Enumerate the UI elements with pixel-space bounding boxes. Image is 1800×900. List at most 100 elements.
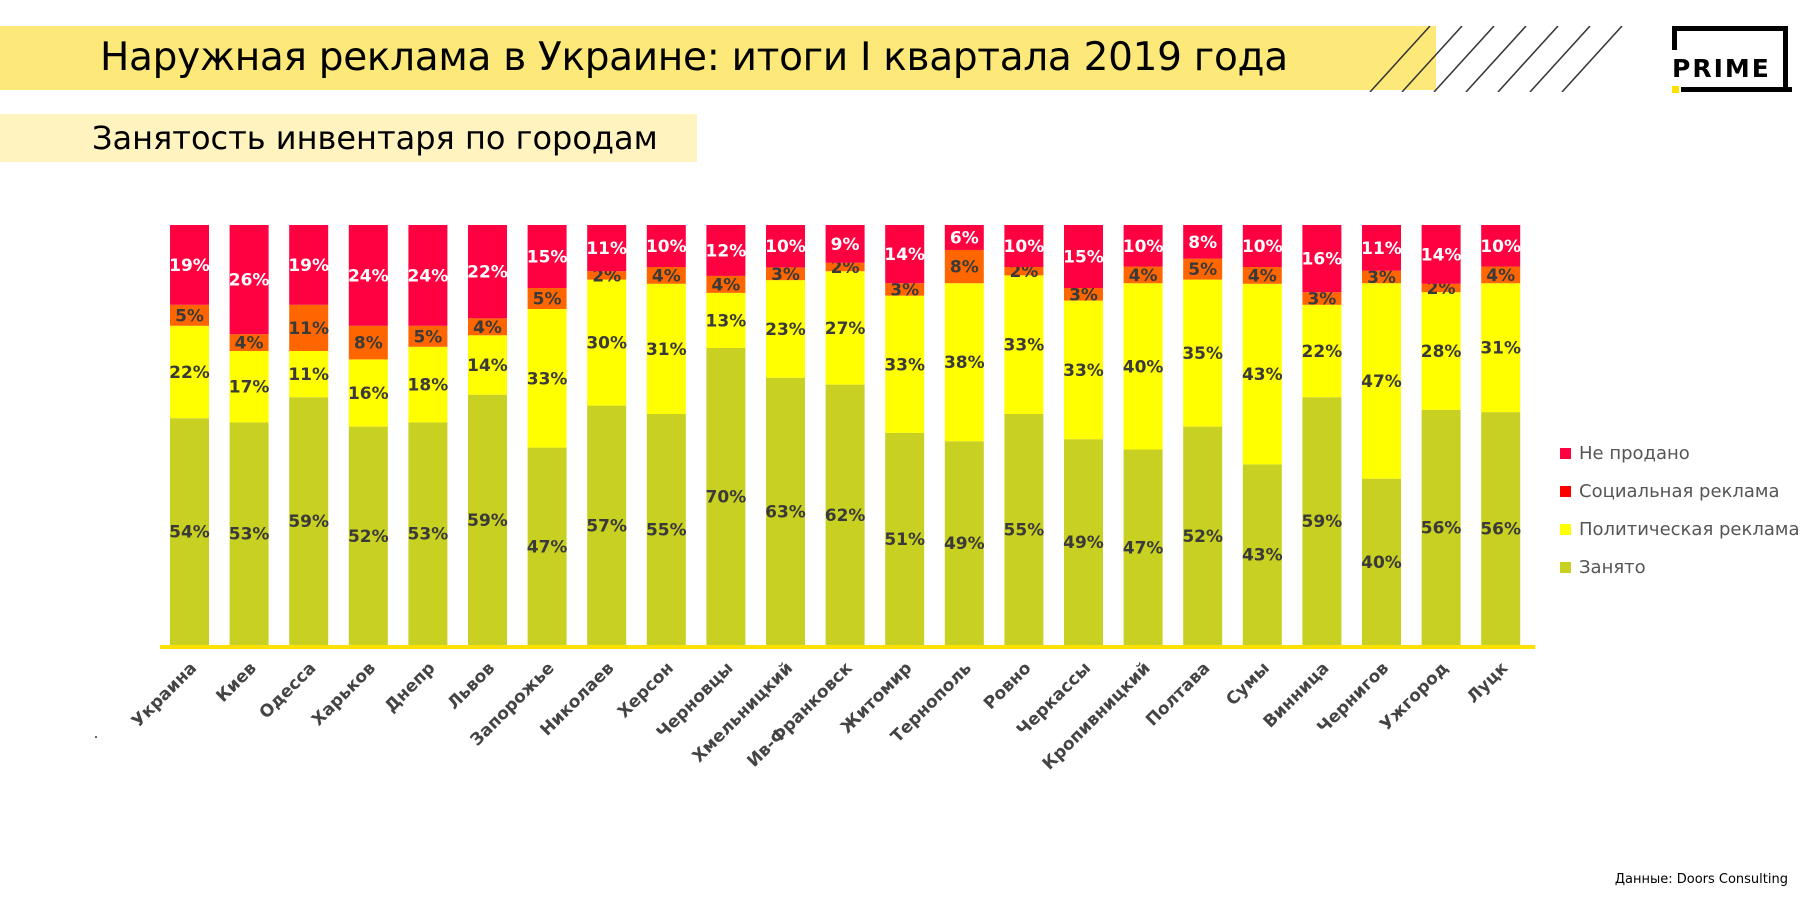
- data-label: 59%: [288, 512, 329, 532]
- bar-segment-political: [1302, 304, 1342, 398]
- bar-segment-political: [885, 295, 925, 433]
- data-label: 27%: [825, 319, 866, 339]
- bar-segment-political: [825, 271, 865, 385]
- data-label: 43%: [1242, 365, 1283, 385]
- data-label: 31%: [646, 340, 687, 360]
- data-label: 56%: [1421, 518, 1462, 538]
- data-label: 4%: [1486, 266, 1515, 286]
- data-label: 30%: [586, 334, 627, 354]
- data-label: 3%: [1367, 268, 1396, 288]
- legend-item-political: Политическая реклама: [1560, 510, 1800, 548]
- data-label: 47%: [1123, 538, 1164, 558]
- prime-logo: PRIME: [1672, 26, 1792, 96]
- bar-segment-social: [587, 271, 627, 280]
- data-label: 5%: [1188, 260, 1217, 280]
- bar-segment-social: [1242, 267, 1282, 284]
- data-label: 9%: [831, 235, 860, 255]
- category-label: Львов: [444, 658, 499, 713]
- data-label: 8%: [950, 258, 979, 278]
- data-label: 11%: [586, 239, 627, 259]
- bar-segment-social: [825, 262, 865, 272]
- bar-segment-not-sold: [289, 225, 329, 305]
- data-label: 10%: [765, 237, 806, 257]
- data-label: 4%: [473, 318, 502, 338]
- bar-segment-not-sold: [587, 225, 627, 272]
- data-label: 4%: [652, 266, 681, 286]
- data-label: 55%: [646, 521, 687, 541]
- bar-segment-occupied: [1421, 409, 1461, 645]
- bar-segment-political: [289, 351, 329, 398]
- legend-swatch-occupied: [1560, 561, 1571, 573]
- data-label: 22%: [1302, 342, 1343, 362]
- data-label: 33%: [1004, 336, 1045, 356]
- data-label: 52%: [1182, 527, 1223, 547]
- legend-label: Политическая реклама: [1579, 518, 1800, 540]
- bar-segment-occupied: [1242, 464, 1282, 645]
- category-label: Сумы: [1222, 658, 1273, 709]
- data-label: 49%: [944, 534, 985, 554]
- bar-segment-political: [1004, 275, 1044, 414]
- bar-segment-occupied: [468, 394, 507, 645]
- data-label: 11%: [288, 365, 329, 385]
- data-label: 10%: [646, 237, 687, 257]
- bar-segment-occupied: [1481, 412, 1521, 645]
- data-label: 3%: [1307, 290, 1336, 310]
- bar-segment-social: [885, 283, 925, 296]
- bar-segment-political: [1064, 300, 1103, 440]
- data-label: 31%: [1480, 339, 1521, 359]
- data-label: 22%: [169, 363, 210, 383]
- bar-segment-occupied: [1064, 439, 1103, 645]
- category-label: Харьков: [308, 658, 380, 730]
- data-label: 12%: [706, 241, 747, 261]
- data-label: 70%: [706, 488, 747, 508]
- hatch-decoration: [1369, 26, 1623, 92]
- data-label: 23%: [765, 320, 806, 340]
- data-label: 49%: [1063, 533, 1104, 553]
- data-label: 2%: [1009, 262, 1038, 282]
- data-label: 52%: [348, 527, 389, 547]
- bar-segment-political: [587, 279, 627, 406]
- bar-segment-not-sold: [348, 225, 388, 326]
- bar-segment-political: [944, 283, 984, 442]
- bar-segment-not-sold: [527, 225, 567, 288]
- bar-segment-not-sold: [706, 225, 746, 276]
- bar-segment-occupied: [706, 348, 746, 645]
- bar-segment-occupied: [1183, 426, 1223, 645]
- data-label: 8%: [1188, 233, 1217, 253]
- data-label: 19%: [169, 256, 210, 276]
- bar-segment-not-sold: [229, 225, 269, 335]
- data-label: 35%: [1182, 344, 1223, 364]
- bar-segment-social: [408, 325, 448, 347]
- category-label: Украина: [128, 658, 201, 731]
- data-label: 38%: [944, 353, 985, 373]
- bar-segment-occupied: [527, 447, 567, 645]
- data-label: 51%: [884, 530, 925, 550]
- bar-segment-occupied: [408, 422, 448, 645]
- data-label: 57%: [586, 516, 627, 536]
- data-label: 3%: [1069, 285, 1098, 305]
- data-label: 11%: [288, 319, 329, 339]
- bar-segment-political: [348, 359, 388, 427]
- legend-label: Социальная реклама: [1579, 480, 1780, 502]
- bar-segment-not-sold: [1242, 225, 1282, 267]
- data-label: 8%: [354, 334, 383, 354]
- bar-segment-social: [1064, 288, 1103, 301]
- data-label: 3%: [771, 265, 800, 285]
- data-label: 59%: [467, 511, 508, 531]
- category-label: Ровно: [980, 658, 1035, 713]
- bar-segment-occupied: [825, 384, 865, 645]
- bar-segment-political: [468, 335, 507, 395]
- bar-segment-not-sold: [646, 225, 686, 267]
- bar-segment-social: [229, 334, 269, 351]
- bar-segment-not-sold: [1302, 225, 1342, 293]
- data-label: 56%: [1480, 520, 1521, 540]
- category-label: Кропивницкий: [1039, 658, 1155, 774]
- data-label: 18%: [408, 376, 449, 396]
- data-label: 10%: [1242, 237, 1283, 257]
- bar-segment-social: [289, 304, 329, 351]
- data-label: 4%: [1129, 266, 1158, 286]
- bar-segment-social: [1123, 266, 1163, 284]
- category-label: Днепр: [381, 658, 439, 716]
- bar-segment-political: [1421, 292, 1461, 410]
